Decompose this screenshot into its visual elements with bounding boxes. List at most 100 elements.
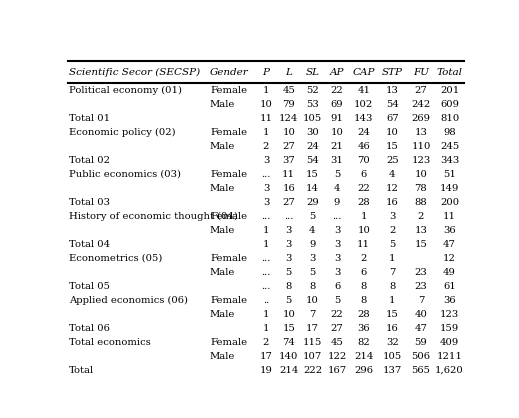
Text: 10: 10 xyxy=(306,296,319,305)
Text: 13: 13 xyxy=(386,86,399,95)
Text: 3: 3 xyxy=(389,212,395,221)
Text: 2: 2 xyxy=(418,212,424,221)
Text: 1: 1 xyxy=(263,324,269,333)
Text: Total economics: Total economics xyxy=(70,338,151,347)
Text: 11: 11 xyxy=(443,212,456,221)
Text: FU: FU xyxy=(413,68,429,77)
Text: 15: 15 xyxy=(386,310,399,319)
Text: 70: 70 xyxy=(357,156,370,165)
Text: Total 02: Total 02 xyxy=(70,156,111,165)
Text: 45: 45 xyxy=(331,338,344,347)
Text: 6: 6 xyxy=(361,268,367,277)
Text: Economic policy (02): Economic policy (02) xyxy=(70,128,176,137)
Text: ...: ... xyxy=(261,268,271,277)
Text: 5: 5 xyxy=(309,212,316,221)
Text: Gender: Gender xyxy=(210,68,249,77)
Text: 245: 245 xyxy=(440,142,459,151)
Text: 222: 222 xyxy=(303,366,322,375)
Text: 2: 2 xyxy=(361,254,367,263)
Text: 122: 122 xyxy=(327,352,347,361)
Text: 167: 167 xyxy=(327,366,347,375)
Text: 11: 11 xyxy=(260,114,272,123)
Text: 4: 4 xyxy=(334,184,340,193)
Text: 2: 2 xyxy=(389,226,395,235)
Text: 98: 98 xyxy=(443,128,456,137)
Text: 59: 59 xyxy=(415,338,427,347)
Text: 9: 9 xyxy=(334,198,340,207)
Text: 10: 10 xyxy=(331,128,344,137)
Text: 12: 12 xyxy=(443,254,456,263)
Text: 149: 149 xyxy=(440,184,459,193)
Text: STP: STP xyxy=(382,68,403,77)
Text: 14: 14 xyxy=(306,184,319,193)
Text: 269: 269 xyxy=(412,114,430,123)
Text: Female: Female xyxy=(210,254,247,263)
Text: Female: Female xyxy=(210,338,247,347)
Text: 11: 11 xyxy=(357,240,370,249)
Text: Male: Male xyxy=(210,184,235,193)
Text: 69: 69 xyxy=(331,100,344,109)
Text: 105: 105 xyxy=(303,114,322,123)
Text: 49: 49 xyxy=(443,268,456,277)
Text: SL: SL xyxy=(305,68,319,77)
Text: 22: 22 xyxy=(331,310,344,319)
Text: 25: 25 xyxy=(386,156,399,165)
Text: 214: 214 xyxy=(279,366,298,375)
Text: 5: 5 xyxy=(389,240,395,249)
Text: 22: 22 xyxy=(357,184,370,193)
Text: 3: 3 xyxy=(309,254,316,263)
Text: 609: 609 xyxy=(440,100,459,109)
Text: 10: 10 xyxy=(357,226,370,235)
Text: 143: 143 xyxy=(354,114,373,123)
Text: 5: 5 xyxy=(285,296,292,305)
Text: 51: 51 xyxy=(443,170,456,179)
Text: 74: 74 xyxy=(282,338,295,347)
Text: L: L xyxy=(285,68,292,77)
Text: 200: 200 xyxy=(440,198,459,207)
Text: AP: AP xyxy=(330,68,344,77)
Text: 45: 45 xyxy=(282,86,295,95)
Text: 23: 23 xyxy=(415,282,427,291)
Text: 8: 8 xyxy=(285,282,292,291)
Text: 1: 1 xyxy=(263,86,269,95)
Text: 102: 102 xyxy=(354,100,373,109)
Text: 36: 36 xyxy=(443,296,456,305)
Text: 8: 8 xyxy=(309,282,316,291)
Text: Female: Female xyxy=(210,86,247,95)
Text: 1: 1 xyxy=(263,226,269,235)
Text: 12: 12 xyxy=(386,184,399,193)
Text: 28: 28 xyxy=(357,198,370,207)
Text: 10: 10 xyxy=(282,128,295,137)
Text: 16: 16 xyxy=(282,184,295,193)
Text: 115: 115 xyxy=(303,338,322,347)
Text: ...: ... xyxy=(261,170,271,179)
Text: 17: 17 xyxy=(260,352,272,361)
Text: 1: 1 xyxy=(263,128,269,137)
Text: 54: 54 xyxy=(386,100,399,109)
Text: History of economic thought (04): History of economic thought (04) xyxy=(70,212,238,221)
Text: 343: 343 xyxy=(440,156,459,165)
Text: 214: 214 xyxy=(354,352,373,361)
Text: Female: Female xyxy=(210,212,247,221)
Text: 3: 3 xyxy=(263,156,269,165)
Text: 40: 40 xyxy=(415,310,427,319)
Text: 565: 565 xyxy=(412,366,430,375)
Text: 123: 123 xyxy=(412,156,431,165)
Text: 10: 10 xyxy=(282,310,295,319)
Text: ...: ... xyxy=(284,212,293,221)
Text: 28: 28 xyxy=(357,310,370,319)
Text: 24: 24 xyxy=(357,128,370,137)
Text: 21: 21 xyxy=(331,142,344,151)
Text: 7: 7 xyxy=(418,296,424,305)
Text: 1,620: 1,620 xyxy=(435,366,464,375)
Text: 1: 1 xyxy=(361,212,367,221)
Text: 10: 10 xyxy=(415,170,427,179)
Text: 1: 1 xyxy=(389,296,395,305)
Text: 15: 15 xyxy=(386,142,399,151)
Text: 27: 27 xyxy=(331,324,344,333)
Text: ...: ... xyxy=(261,254,271,263)
Text: 15: 15 xyxy=(306,170,319,179)
Text: 3: 3 xyxy=(263,198,269,207)
Text: 7: 7 xyxy=(309,310,316,319)
Text: 13: 13 xyxy=(415,226,427,235)
